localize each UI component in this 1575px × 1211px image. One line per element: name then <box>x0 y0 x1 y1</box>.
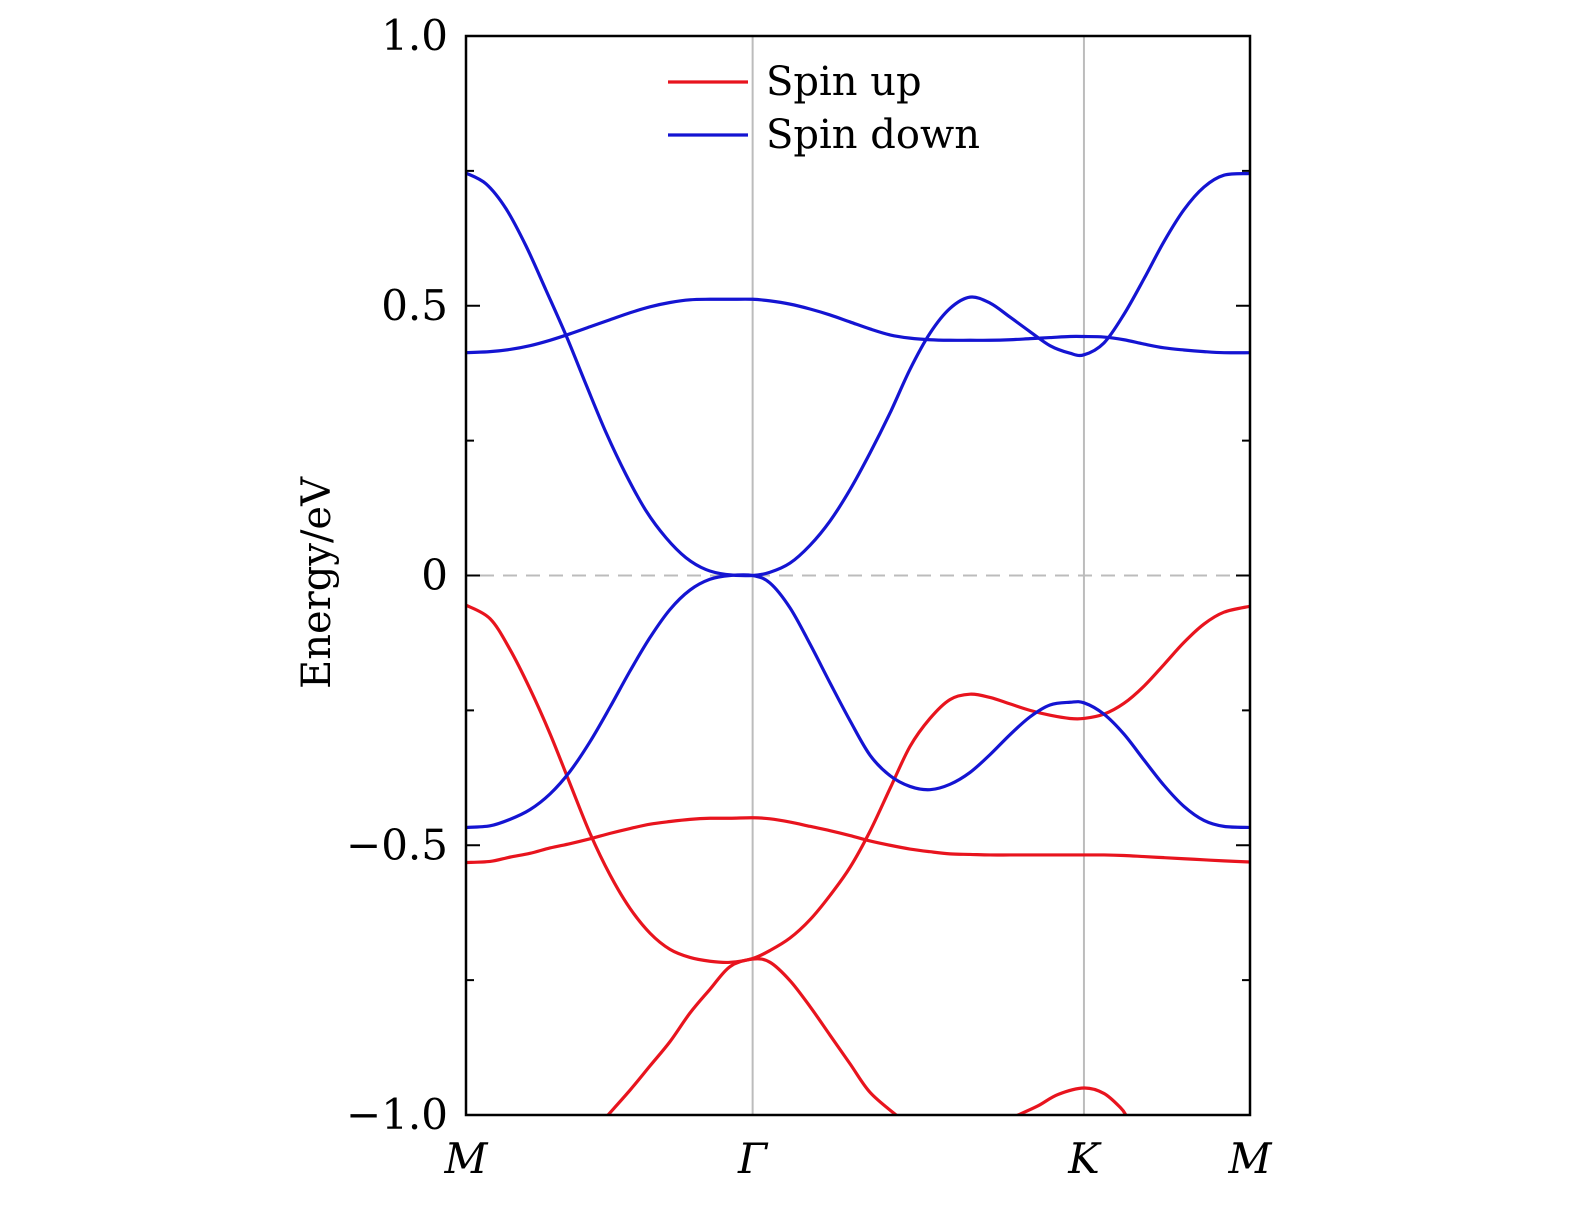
spin-up-band-2 <box>466 816 1250 865</box>
kpoint-label-0: M <box>443 1134 488 1183</box>
y-tick-label-0: 1.0 <box>381 11 448 60</box>
y-tick-label-4: −1.0 <box>346 1090 448 1139</box>
spin-up-band-4 <box>1016 1086 1128 1115</box>
spin-down-band-2 <box>466 297 1250 355</box>
spin-up-band-1 <box>466 603 1250 965</box>
spin-down-band-1 <box>466 171 1250 578</box>
bands-layer <box>466 171 1250 1115</box>
legend-label-spin-up: Spin up <box>766 59 922 105</box>
legend: Spin up Spin down <box>668 59 980 158</box>
legend-label-spin-down: Spin down <box>766 112 980 158</box>
y-axis-ticks: 1.0 0.5 0 −0.5 −1.0 <box>346 11 1250 1139</box>
kpoint-label-1: Γ <box>737 1134 769 1183</box>
y-tick-label-3: −0.5 <box>346 820 448 869</box>
spin-down-band-3 <box>466 573 1250 830</box>
kpoint-label-3: M <box>1227 1134 1272 1183</box>
kpoint-label-2: K <box>1067 1134 1102 1183</box>
y-axis-title: Energy/eV <box>294 476 340 689</box>
y-tick-label-2: 0 <box>421 551 448 600</box>
spin-up-band-3 <box>606 957 898 1115</box>
y-tick-label-1: 0.5 <box>381 281 448 330</box>
